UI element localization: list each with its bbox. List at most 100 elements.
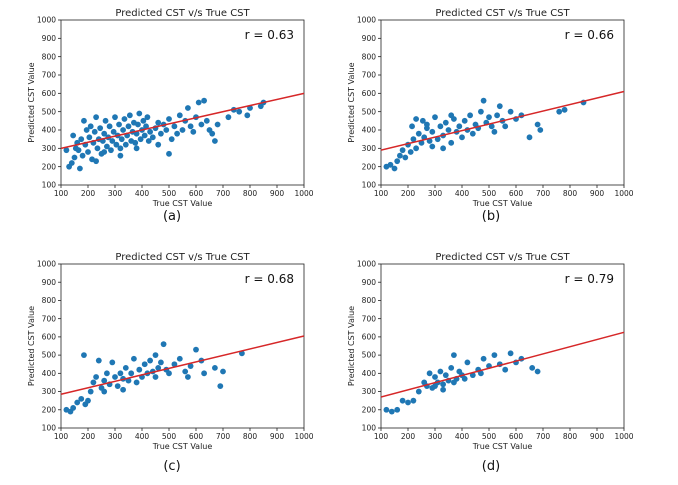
data-point: [426, 370, 433, 377]
data-point: [136, 110, 143, 117]
data-point: [102, 117, 109, 124]
data-point: [109, 359, 116, 366]
data-point: [93, 158, 99, 165]
y-tick-label: 1000: [357, 16, 376, 25]
data-point: [399, 397, 406, 404]
y-tick-label: 800: [362, 52, 377, 61]
data-point: [101, 388, 108, 395]
data-point: [158, 359, 164, 366]
data-point: [201, 97, 208, 104]
data-point: [529, 364, 536, 371]
data-point: [236, 108, 243, 115]
data-point: [214, 121, 221, 128]
data-point: [168, 136, 175, 143]
data-point: [166, 150, 172, 157]
data-point: [117, 145, 124, 152]
y-tick-label: 800: [42, 296, 57, 305]
data-point: [507, 108, 514, 115]
data-point: [166, 370, 172, 377]
y-tick-label: 300: [362, 144, 377, 153]
data-point: [437, 123, 444, 130]
correlation-label: r = 0.63: [245, 28, 294, 42]
data-point: [432, 374, 438, 380]
data-point: [440, 381, 446, 388]
data-point: [456, 123, 463, 130]
data-point: [141, 361, 148, 368]
data-point: [195, 99, 202, 106]
data-point: [174, 130, 181, 137]
y-tick-label: 1000: [357, 260, 376, 269]
x-tick-label: 200: [81, 432, 96, 441]
y-tick-label: 700: [42, 314, 57, 323]
y-tick-label: 600: [362, 332, 377, 341]
data-point: [220, 368, 226, 375]
data-point: [117, 370, 124, 377]
data-point: [409, 123, 415, 130]
data-point: [79, 152, 86, 159]
data-point: [442, 372, 449, 379]
data-point: [78, 395, 85, 402]
data-point: [445, 127, 452, 133]
data-point: [537, 127, 544, 133]
data-point: [81, 117, 87, 124]
y-tick-label: 500: [362, 351, 377, 360]
data-point: [467, 112, 473, 119]
data-point: [534, 121, 541, 128]
data-point: [155, 364, 162, 371]
y-tick-label: 600: [42, 89, 57, 98]
data-point: [182, 368, 189, 375]
data-point: [459, 134, 465, 141]
x-tick-label: 1000: [614, 432, 633, 441]
data-point: [74, 399, 81, 406]
data-point: [90, 379, 97, 386]
data-point: [91, 128, 98, 135]
x-axis-label: True CST Value: [152, 199, 213, 208]
fit-line: [60, 92, 305, 150]
y-tick-label: 900: [362, 278, 377, 287]
y-axis-label: Predicted CST Value: [27, 62, 36, 142]
data-point: [424, 121, 430, 128]
chart-title: Predicted CST v/s True CST: [115, 8, 250, 19]
x-tick-label: 700: [536, 432, 551, 441]
y-tick-label: 100: [362, 181, 377, 190]
y-tick-label: 200: [362, 162, 377, 171]
data-point: [502, 366, 509, 373]
data-point: [387, 161, 394, 168]
data-point: [388, 408, 395, 415]
data-point: [149, 134, 156, 141]
data-point: [95, 357, 102, 364]
x-tick-label: 300: [108, 432, 123, 441]
data-point: [405, 399, 411, 406]
x-tick-label: 500: [482, 189, 497, 198]
x-tick-label: 700: [216, 189, 231, 198]
data-point: [179, 127, 186, 133]
x-tick-label: 800: [563, 189, 578, 198]
x-tick-label: 300: [428, 432, 443, 441]
data-point: [93, 114, 99, 121]
data-point: [432, 114, 438, 121]
x-tick-label: 400: [455, 432, 470, 441]
data-point: [136, 366, 143, 373]
y-axis-label: Predicted CST Value: [347, 62, 356, 142]
data-point: [171, 361, 178, 368]
y-tick-label: 700: [362, 71, 377, 80]
data-point: [85, 149, 91, 155]
data-point: [126, 112, 133, 119]
x-tick-label: 200: [401, 432, 416, 441]
data-point: [101, 130, 108, 137]
data-point: [110, 128, 117, 135]
data-point: [451, 379, 457, 386]
y-tick-label: 700: [42, 71, 57, 80]
data-point: [201, 370, 208, 377]
data-point: [190, 128, 197, 135]
data-point: [494, 112, 500, 119]
x-tick-label: 800: [243, 189, 258, 198]
data-point: [244, 112, 251, 119]
data-point: [152, 352, 159, 359]
data-point: [415, 130, 422, 137]
x-tick-label: 100: [54, 189, 69, 198]
data-point: [101, 149, 108, 155]
chart-title: Predicted CST v/s True CST: [435, 252, 570, 263]
x-tick-label: 900: [270, 432, 285, 441]
y-tick-label: 200: [42, 405, 57, 414]
